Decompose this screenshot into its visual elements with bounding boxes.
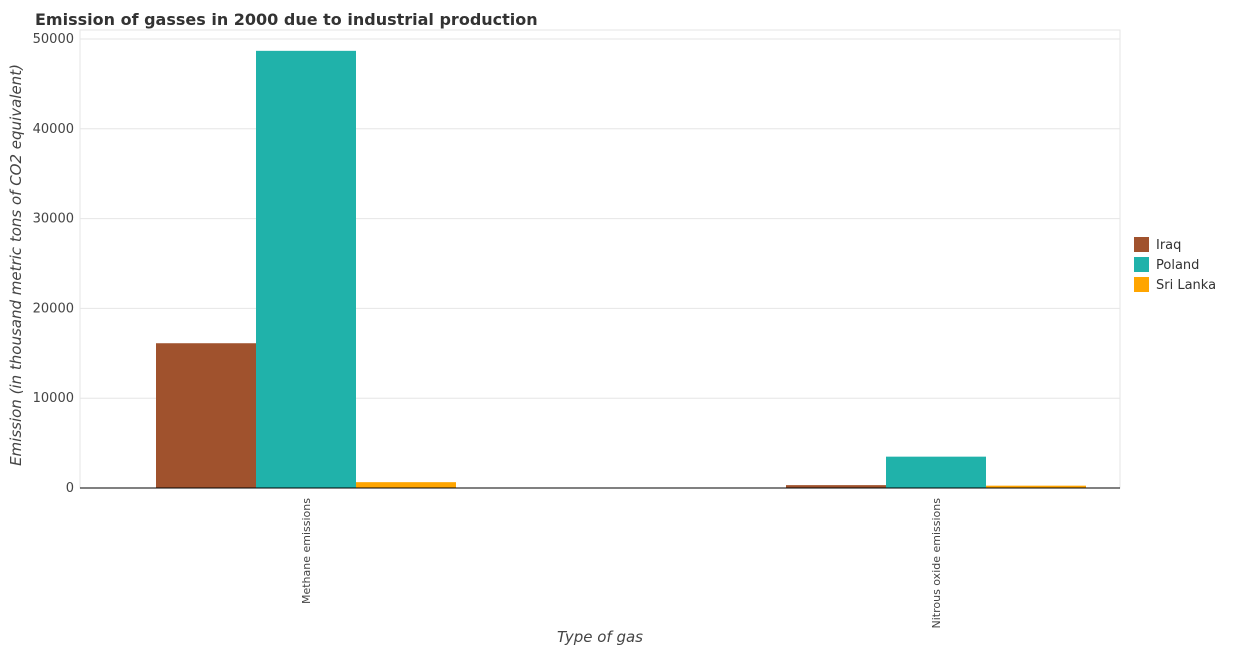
bar-poland [886, 456, 986, 488]
bar-iraq [786, 485, 886, 488]
x-tick-label: Nitrous oxide emissions [930, 498, 943, 629]
y-axis-title: Emission (in thousand metric tons of CO2… [7, 64, 25, 466]
bar-sri-lanka [986, 485, 1086, 488]
legend-swatch [1134, 277, 1149, 292]
x-axis-title: Type of gas [557, 628, 643, 646]
chart-title: Emission of gasses in 2000 due to indust… [35, 10, 538, 29]
legend-label: Iraq [1156, 238, 1181, 253]
bar-iraq [156, 343, 256, 488]
y-tick-label: 20000 [33, 301, 74, 316]
bar-poland [256, 50, 356, 489]
x-tick-label: Methane emissions [300, 498, 313, 604]
x-axis-labels: Methane emissions Nitrous oxide emissions [300, 498, 943, 629]
grid-lines [80, 38, 1120, 399]
y-tick-label: 0 [66, 481, 74, 496]
y-tick-label: 30000 [33, 212, 74, 227]
legend-label: Poland [1156, 258, 1199, 273]
bars [156, 50, 1086, 489]
legend: Iraq Poland Sri Lanka [1134, 237, 1216, 293]
y-tick-label: 50000 [33, 32, 74, 47]
legend-label: Sri Lanka [1156, 278, 1216, 293]
bar-sri-lanka [356, 482, 456, 488]
legend-swatch [1134, 257, 1149, 272]
y-tick-label: 40000 [33, 122, 74, 137]
y-tick-label: 10000 [33, 391, 74, 406]
legend-swatch [1134, 237, 1149, 252]
y-axis-ticks: 0 10000 20000 30000 40000 50000 [33, 32, 74, 496]
